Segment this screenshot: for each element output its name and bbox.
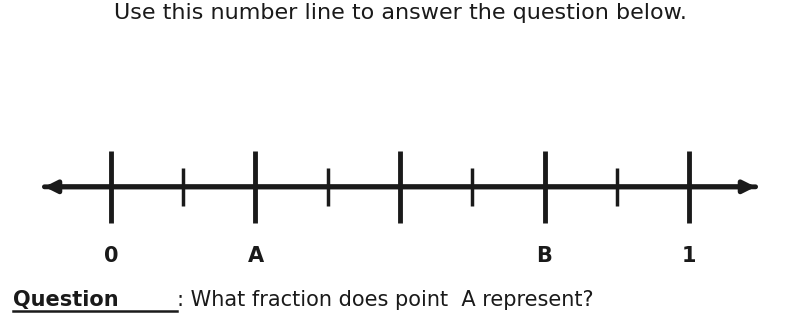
Text: Question: Question	[13, 290, 118, 310]
Text: Use this number line to answer the question below.: Use this number line to answer the quest…	[114, 3, 686, 23]
Text: B: B	[537, 246, 553, 266]
Text: 1: 1	[682, 246, 696, 266]
Text: 0: 0	[104, 246, 118, 266]
Text: A: A	[247, 246, 263, 266]
Text: : What fraction does point  A represent?: : What fraction does point A represent?	[178, 290, 594, 310]
